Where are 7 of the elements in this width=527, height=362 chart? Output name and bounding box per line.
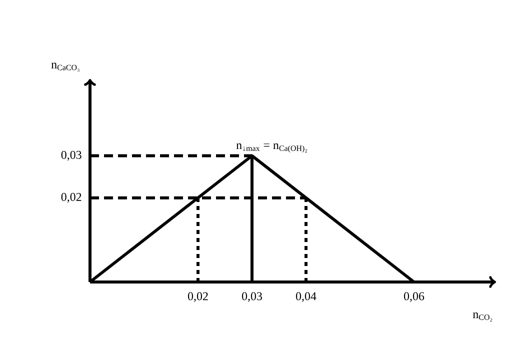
x-tick-label: 0,02 [188,292,208,302]
annotation: n$_{↓max}$ = n$_{Ca(OH)₂}$ [236,143,307,153]
x-tick-label: 0,04 [296,292,316,302]
x-tick-label: 0,06 [404,292,424,302]
x-tick-label: 0,03 [242,292,262,302]
x-axis-title: n$_{CO₂}$ [472,312,492,322]
y-axis-title: n$_{CaCO₃}$ [51,62,80,72]
